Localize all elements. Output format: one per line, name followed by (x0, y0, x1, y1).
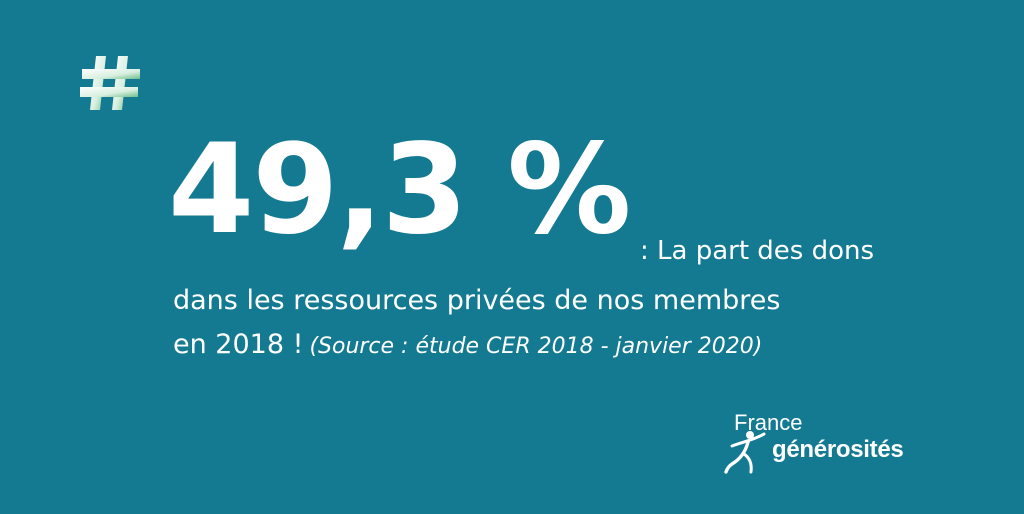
source-note: (Source : étude CER 2018 - janvier 2020) (309, 334, 763, 359)
logo-text-generosites: générosités (772, 436, 904, 463)
logo-text-france: France (734, 410, 803, 435)
hashtag-icon (80, 56, 140, 110)
headline-stat: 49,3 % (168, 118, 631, 262)
france-generosites-logo: France générosités (724, 412, 956, 474)
headline-line-2: dans les ressources privées de nos membr… (173, 285, 781, 316)
headline-line-3-text: en 2018 ! (173, 329, 304, 360)
headline-line-1: : La part des dons (640, 236, 875, 266)
headline-line-3: en 2018 ! (Source : étude CER 2018 - janv… (173, 331, 762, 358)
runner-figure-icon (724, 431, 766, 474)
